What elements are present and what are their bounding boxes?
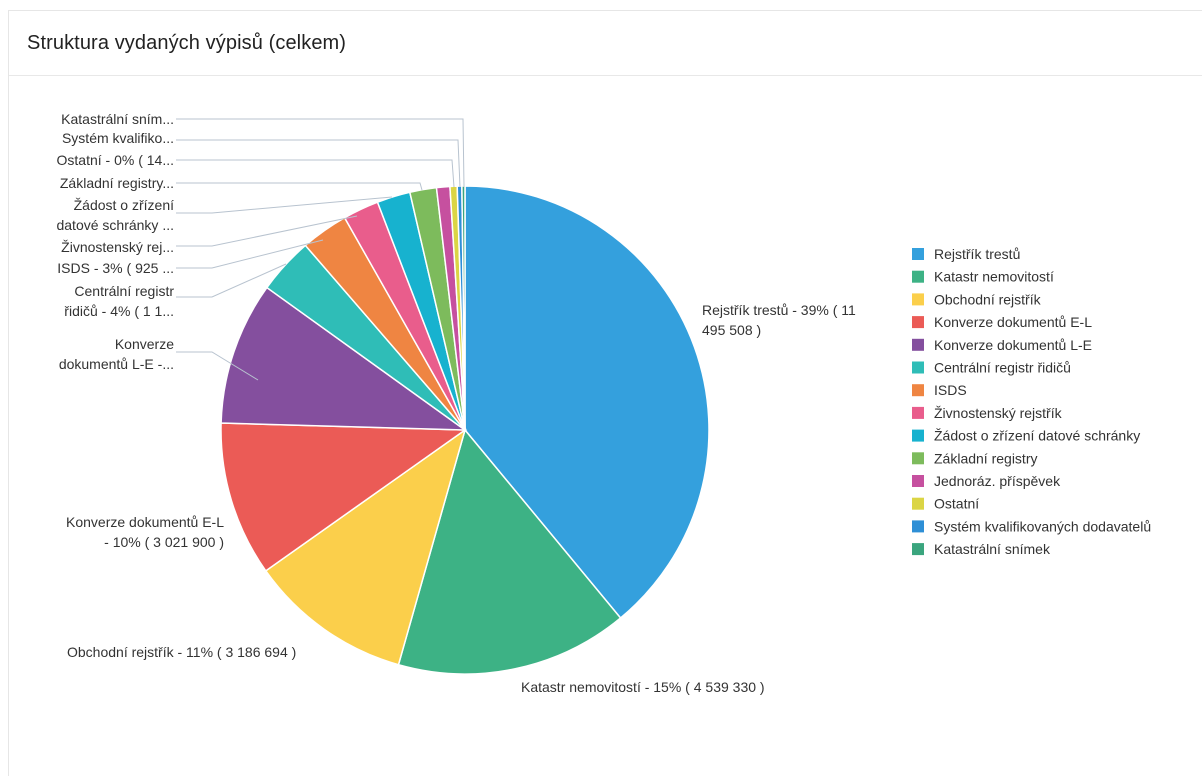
legend-label: ISDS bbox=[934, 382, 967, 398]
legend-swatch bbox=[912, 316, 924, 329]
label-connector bbox=[176, 139, 461, 188]
slice-data-label: řidičů - 4% ( 1 1... bbox=[64, 303, 174, 319]
slice-data-label: Katastr nemovitostí - 15% ( 4 539 330 ) bbox=[521, 679, 765, 695]
pie-slice-obchodni-rejstrik[interactable] bbox=[264, 428, 467, 666]
legend-item[interactable]: ISDS bbox=[912, 382, 967, 398]
legend-item[interactable]: Rejstřík trestů bbox=[912, 246, 1020, 262]
slice-data-label: Katastrální sním... bbox=[61, 111, 174, 127]
slice-data-label: Ostatní - 0% ( 14... bbox=[57, 152, 175, 168]
label-connectors bbox=[176, 118, 465, 381]
legend: Rejstřík trestů Katastr nemovitostí Obchod… bbox=[912, 246, 1151, 557]
label-connector bbox=[176, 263, 287, 298]
legend-item[interactable]: Obchodní rejstřík bbox=[912, 291, 1042, 307]
slice-data-label: Živnostenský rej... bbox=[61, 239, 174, 255]
slice-data-label: 495 508 ) bbox=[702, 322, 761, 338]
label-connector bbox=[176, 215, 358, 247]
legend-label: Rejstřík trestů bbox=[934, 246, 1020, 262]
legend-label: Základní registry bbox=[934, 450, 1037, 466]
legend-label: Jednoráz. příspěvek bbox=[934, 473, 1061, 489]
legend-label: Systém kvalifikovaných dodavatelů bbox=[934, 518, 1151, 534]
label-connector bbox=[176, 196, 393, 214]
slice-data-label: Rejstřík trestů - 39% ( 11 bbox=[702, 302, 856, 318]
slice-data-label: Základní registry... bbox=[60, 175, 174, 191]
legend-label: Katastrální snímek bbox=[934, 541, 1051, 557]
label-connector bbox=[176, 239, 324, 269]
legend-label: Ostatní bbox=[934, 496, 979, 512]
pie-slice-konverze-dokumentu-e-l[interactable] bbox=[220, 422, 468, 572]
legend-swatch bbox=[912, 475, 924, 487]
legend-label: Centrální registr řidičů bbox=[934, 360, 1071, 376]
legend-item[interactable]: Konverze dokumentů L-E bbox=[912, 337, 1092, 353]
slice-data-label: - 10% ( 3 021 900 ) bbox=[104, 534, 224, 550]
legend-swatch bbox=[912, 452, 924, 465]
slice-data-label: ISDS - 3% ( 925 ... bbox=[57, 260, 174, 276]
slice-data-label: datové schránky ... bbox=[56, 217, 174, 233]
legend-swatch bbox=[912, 520, 924, 533]
pie-slices bbox=[220, 185, 710, 675]
panel-title: Struktura vydaných výpisů (celkem) bbox=[27, 31, 347, 54]
slice-labels: Rejstřík trestů - 39% ( 11 495 508 ) Katas… bbox=[56, 111, 856, 695]
legend-item[interactable]: Živnostenský rejstřík bbox=[912, 405, 1063, 421]
legend-item[interactable]: Konverze dokumentů E-L bbox=[912, 314, 1092, 330]
legend-item[interactable]: Katastr nemovitostí bbox=[912, 269, 1054, 285]
slice-data-label: Konverze dokumentů E-L bbox=[66, 514, 224, 530]
label-connector bbox=[176, 182, 423, 191]
pie-slice-katastr-nemovitosti[interactable] bbox=[397, 428, 622, 675]
pie-slice-katastralni-snimek[interactable] bbox=[461, 185, 466, 431]
legend-item[interactable]: Jednoráz. příspěvek bbox=[912, 473, 1061, 489]
label-connector bbox=[176, 159, 455, 188]
legend-swatch bbox=[912, 497, 924, 510]
legend-swatch bbox=[912, 361, 924, 374]
legend-label: Žádost o zřízení datové schránky bbox=[934, 428, 1140, 444]
legend-label: Konverze dokumentů L-E bbox=[934, 337, 1092, 353]
pie-slice-rejstrik-trestu[interactable] bbox=[464, 185, 710, 620]
legend-item[interactable]: Systém kvalifikovaných dodavatelů bbox=[912, 518, 1151, 534]
legend-swatch bbox=[912, 543, 924, 556]
slice-data-label: dokumentů L-E -... bbox=[59, 356, 174, 372]
legend-item[interactable]: Centrální registr řidičů bbox=[912, 360, 1071, 376]
legend-swatch bbox=[912, 384, 924, 397]
pie-slice-konverze-dokumentu-l-e[interactable] bbox=[220, 286, 468, 431]
slice-data-label: Žádost o zřízení bbox=[74, 197, 174, 213]
legend-swatch bbox=[912, 248, 924, 260]
label-connector bbox=[176, 351, 259, 381]
legend-swatch bbox=[912, 270, 924, 283]
legend-label: Obchodní rejstřík bbox=[934, 291, 1042, 307]
legend-item[interactable]: Žádost o zřízení datové schránky bbox=[912, 428, 1140, 444]
legend-swatch bbox=[912, 338, 924, 351]
legend-label: Konverze dokumentů E-L bbox=[934, 314, 1092, 330]
slice-data-label: Systém kvalifiko... bbox=[62, 130, 174, 146]
legend-item[interactable]: Katastrální snímek bbox=[912, 541, 1051, 557]
legend-label: Živnostenský rejstřík bbox=[934, 405, 1063, 421]
legend-swatch bbox=[912, 293, 924, 306]
panel-header: Struktura vydaných výpisů (celkem) bbox=[9, 11, 1202, 76]
slice-data-label: Obchodní rejstřík - 11% ( 3 186 694 ) bbox=[67, 644, 296, 660]
legend-swatch bbox=[912, 429, 924, 442]
slice-data-label: Konverze bbox=[115, 336, 174, 352]
label-connector bbox=[176, 118, 465, 188]
legend-item[interactable]: Základní registry bbox=[912, 450, 1037, 466]
legend-label: Katastr nemovitostí bbox=[934, 269, 1054, 285]
legend-item[interactable]: Ostatní bbox=[912, 496, 979, 512]
slice-data-label: Centrální registr bbox=[74, 283, 174, 299]
legend-swatch bbox=[912, 406, 924, 419]
